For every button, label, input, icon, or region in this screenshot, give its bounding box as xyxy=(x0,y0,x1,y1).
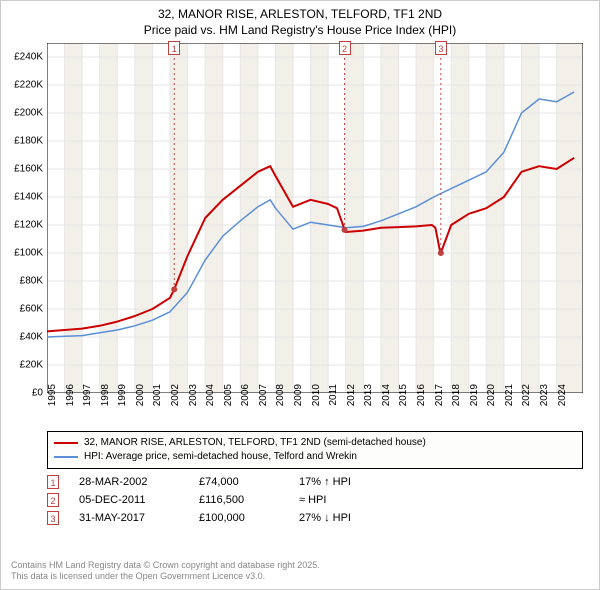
y-tick-label: £220K xyxy=(3,80,43,91)
event-marker: 1 xyxy=(47,475,59,489)
event-marker: 3 xyxy=(47,511,59,525)
x-tick-label: 2015 xyxy=(398,384,409,414)
y-tick-label: £100K xyxy=(3,248,43,259)
x-tick-label: 2002 xyxy=(170,384,181,414)
x-tick-label: 2023 xyxy=(539,384,550,414)
title-line2: Price paid vs. HM Land Registry's House … xyxy=(1,23,599,39)
event-row: 1 28-MAR-2002 £74,000 17% ↑ HPI xyxy=(47,475,583,489)
x-tick-label: 2007 xyxy=(258,384,269,414)
x-tick-label: 2010 xyxy=(311,384,322,414)
chart-title: 32, MANOR RISE, ARLESTON, TELFORD, TF1 2… xyxy=(1,1,599,38)
y-tick-label: £180K xyxy=(3,136,43,147)
event-price: £74,000 xyxy=(199,476,279,488)
x-tick-label: 2017 xyxy=(434,384,445,414)
x-tick-label: 2021 xyxy=(504,384,515,414)
x-tick-label: 2024 xyxy=(557,384,568,414)
x-tick-label: 2016 xyxy=(416,384,427,414)
legend-swatch xyxy=(54,456,78,458)
x-tick-label: 1996 xyxy=(65,384,76,414)
y-tick-label: £0 xyxy=(3,388,43,399)
event-price: £100,000 xyxy=(199,512,279,524)
x-tick-label: 2004 xyxy=(205,384,216,414)
event-marker: 2 xyxy=(47,493,59,507)
x-tick-label: 1997 xyxy=(82,384,93,414)
x-tick-label: 2005 xyxy=(223,384,234,414)
y-tick-label: £240K xyxy=(3,52,43,63)
footer: Contains HM Land Registry data © Crown c… xyxy=(11,560,320,583)
y-tick-label: £160K xyxy=(3,164,43,175)
y-tick-label: £80K xyxy=(3,276,43,287)
y-tick-label: £140K xyxy=(3,192,43,203)
x-tick-label: 2020 xyxy=(486,384,497,414)
event-price: £116,500 xyxy=(199,494,279,506)
footer-line1: Contains HM Land Registry data © Crown c… xyxy=(11,560,320,572)
x-tick-label: 2009 xyxy=(293,384,304,414)
x-tick-label: 2018 xyxy=(451,384,462,414)
event-row: 3 31-MAY-2017 £100,000 27% ↓ HPI xyxy=(47,511,583,525)
sale-marker-1: 1 xyxy=(168,41,180,55)
y-tick-label: £200K xyxy=(3,108,43,119)
footer-line2: This data is licensed under the Open Gov… xyxy=(11,571,320,583)
event-hpi: ≈ HPI xyxy=(299,494,326,506)
x-tick-label: 2011 xyxy=(328,384,339,414)
x-tick-label: 2008 xyxy=(275,384,286,414)
events-table: 1 28-MAR-2002 £74,000 17% ↑ HPI 2 05-DEC-2011… xyxy=(47,475,583,529)
x-tick-label: 1998 xyxy=(100,384,111,414)
legend-item: 32, MANOR RISE, ARLESTON, TELFORD, TF1 2… xyxy=(54,436,576,450)
legend: 32, MANOR RISE, ARLESTON, TELFORD, TF1 2… xyxy=(47,431,583,469)
x-tick-label: 2019 xyxy=(469,384,480,414)
legend-label: 32, MANOR RISE, ARLESTON, TELFORD, TF1 2… xyxy=(84,436,426,450)
event-date: 31-MAY-2017 xyxy=(79,512,179,524)
title-line1: 32, MANOR RISE, ARLESTON, TELFORD, TF1 2… xyxy=(1,7,599,23)
chart: 123£0£20K£40K£60K£80K£100K£120K£140K£160… xyxy=(47,43,583,393)
x-tick-label: 2012 xyxy=(346,384,357,414)
sale-marker-3: 3 xyxy=(435,41,447,55)
plot-svg xyxy=(47,43,583,393)
event-date: 05-DEC-2011 xyxy=(79,494,179,506)
x-tick-label: 1995 xyxy=(47,384,58,414)
event-row: 2 05-DEC-2011 £116,500 ≈ HPI xyxy=(47,493,583,507)
y-tick-label: £40K xyxy=(3,332,43,343)
legend-item: HPI: Average price, semi-detached house,… xyxy=(54,450,576,464)
event-date: 28-MAR-2002 xyxy=(79,476,179,488)
x-tick-label: 2014 xyxy=(381,384,392,414)
y-tick-label: £60K xyxy=(3,304,43,315)
legend-label: HPI: Average price, semi-detached house,… xyxy=(84,450,357,464)
y-tick-label: £120K xyxy=(3,220,43,231)
legend-swatch xyxy=(54,442,78,444)
x-tick-label: 2001 xyxy=(152,384,163,414)
x-tick-label: 2003 xyxy=(188,384,199,414)
x-tick-label: 2022 xyxy=(521,384,532,414)
x-tick-label: 2006 xyxy=(240,384,251,414)
x-tick-label: 2000 xyxy=(135,384,146,414)
event-hpi: 27% ↓ HPI xyxy=(299,512,351,524)
x-tick-label: 1999 xyxy=(117,384,128,414)
event-hpi: 17% ↑ HPI xyxy=(299,476,351,488)
y-tick-label: £20K xyxy=(3,360,43,371)
x-tick-label: 2013 xyxy=(363,384,374,414)
sale-marker-2: 2 xyxy=(339,41,351,55)
